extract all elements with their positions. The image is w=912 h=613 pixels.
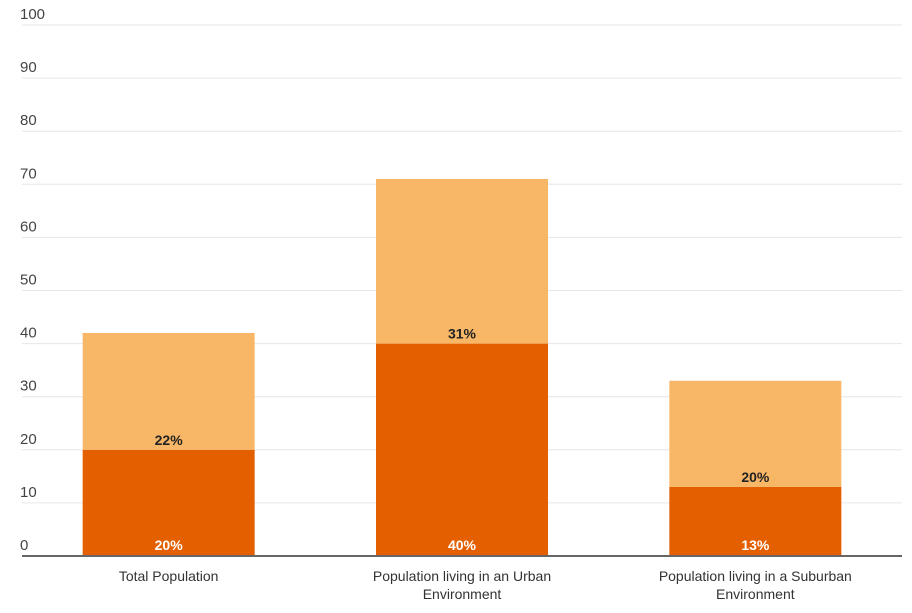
x-tick-label: Population living in a Suburban (659, 568, 852, 584)
y-tick-label: 30 (20, 378, 37, 395)
x-tick-label: Environment (423, 586, 502, 602)
y-tick-label: 10 (20, 484, 37, 501)
x-tick-label: Population living in an Urban (373, 568, 551, 584)
data-label: 40% (448, 537, 477, 553)
bar-segment (82, 332, 255, 450)
data-label: 20% (155, 537, 184, 553)
y-tick-label: 90 (20, 59, 37, 76)
data-label: 13% (741, 537, 770, 553)
bar-segment (376, 343, 548, 556)
bar-segment (669, 486, 842, 556)
x-tick-label: Total Population (119, 568, 219, 584)
bars (82, 178, 842, 556)
y-tick-label: 50 (20, 272, 37, 289)
y-tick-label: 70 (20, 165, 37, 182)
data-label: 20% (741, 469, 770, 485)
y-tick-label: 100 (20, 6, 45, 23)
bar-segment (669, 380, 842, 487)
y-tick-label: 80 (20, 112, 37, 129)
data-label: 22% (155, 432, 184, 448)
y-tick-label: 40 (20, 325, 37, 342)
data-labels: 20% 22% 40% 31% 13% 20% (155, 326, 770, 553)
x-tick-label: Environment (716, 586, 795, 602)
y-tick-label: 60 (20, 218, 37, 235)
bar-segment (376, 178, 548, 344)
y-tick-label: 20 (20, 431, 37, 448)
y-tick-label: 0 (20, 537, 28, 554)
data-label: 31% (448, 326, 477, 342)
bar-segment (82, 449, 255, 556)
axes: 0 10 20 30 40 50 60 70 80 90 100 Total Population Po… (20, 6, 902, 602)
